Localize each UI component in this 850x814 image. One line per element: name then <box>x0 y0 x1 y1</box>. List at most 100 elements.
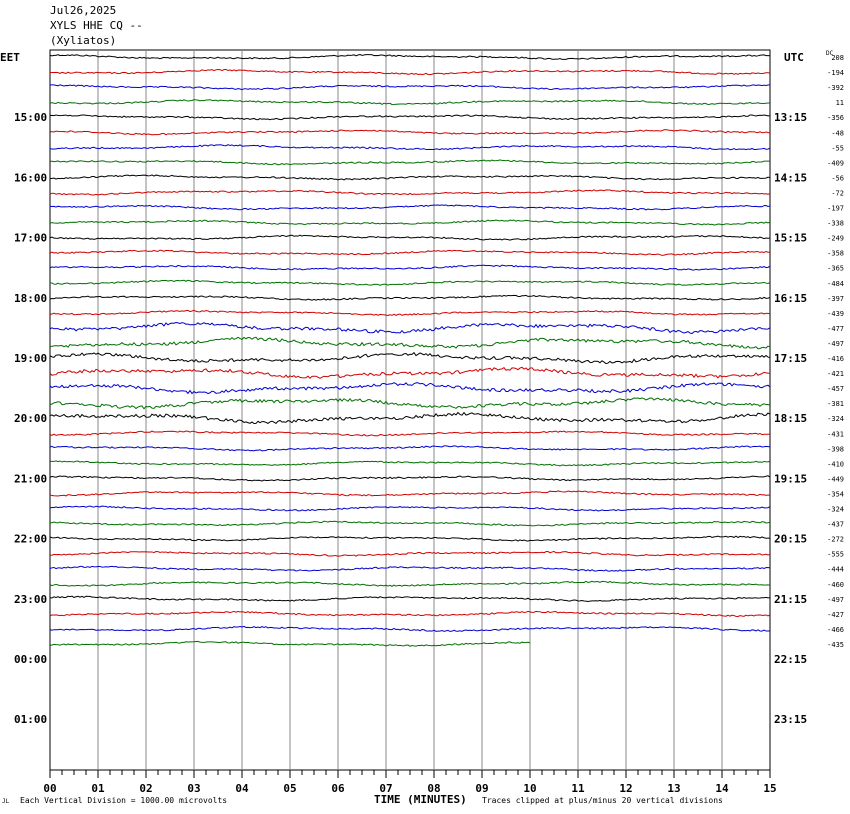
trace-offset-value: -392 <box>827 84 844 92</box>
seismic-trace-line <box>49 129 771 136</box>
trace-offset-value: -338 <box>827 220 844 228</box>
x-tick-label: 15 <box>763 782 776 795</box>
seismic-trace-line <box>49 321 771 335</box>
right-time-label: 20:15 <box>774 533 807 546</box>
left-time-label: 20:00 <box>14 412 47 425</box>
trace-offset-value: -72 <box>831 189 844 197</box>
seismic-trace-line <box>49 114 771 121</box>
trace-offset-value: -324 <box>827 415 844 423</box>
x-tick-label: 00 <box>43 782 56 795</box>
trace-offset-value: -444 <box>827 566 844 574</box>
left-time-label: 21:00 <box>14 472 47 485</box>
right-time-label: 17:15 <box>774 352 807 365</box>
x-tick-label: 02 <box>139 782 152 795</box>
right-time-label: 19:15 <box>774 472 807 485</box>
x-tick-label: 04 <box>235 782 249 795</box>
trace-offset-value: -435 <box>827 641 844 649</box>
trace-offset-value: -55 <box>831 144 844 152</box>
seismic-trace-line <box>49 625 771 632</box>
seismic-trace-line <box>49 294 771 301</box>
seismic-trace-line <box>49 336 771 350</box>
dc-label: DC <box>826 50 834 57</box>
trace-offset-value: -272 <box>827 536 844 544</box>
trace-offset-value: 11 <box>836 99 844 107</box>
seismic-trace-line <box>49 460 771 467</box>
trace-offset-value: -56 <box>831 174 844 182</box>
trace-offset-value: -449 <box>827 475 844 483</box>
footer-mark: JL <box>2 798 10 805</box>
seismic-trace-line <box>49 640 531 647</box>
seismic-trace-line <box>49 535 770 542</box>
trace-offset-value: -354 <box>827 490 844 498</box>
seismic-trace-line <box>49 264 771 271</box>
trace-offset-value: -249 <box>827 235 844 243</box>
left-time-label: 23:00 <box>14 593 47 606</box>
trace-offset-value: -421 <box>827 370 844 378</box>
x-tick-label: 11 <box>571 782 585 795</box>
seismic-trace-line <box>49 520 771 527</box>
trace-offset-value: -460 <box>827 581 844 589</box>
x-axis-title: TIME (MINUTES) <box>374 793 467 806</box>
trace-offset-value: -439 <box>827 310 844 318</box>
trace-offset-value: -197 <box>827 205 844 213</box>
x-tick-label: 14 <box>715 782 729 795</box>
seismic-trace-line <box>49 565 771 572</box>
timezone-right-label: UTC <box>784 51 804 64</box>
trace-offset-value: -397 <box>827 295 844 303</box>
trace-offset-value: -497 <box>827 340 844 348</box>
seismic-trace-line <box>49 475 771 482</box>
trace-offset-value: -358 <box>827 250 844 258</box>
seismic-trace-line <box>49 204 771 211</box>
trace-offset-value: -410 <box>827 460 844 468</box>
right-time-label: 18:15 <box>774 412 807 425</box>
trace-offset-value: -324 <box>827 506 844 514</box>
seismic-trace-line <box>49 445 771 452</box>
trace-offset-value: -381 <box>827 400 844 408</box>
x-tick-label: 07 <box>379 782 392 795</box>
trace-offset-value: -466 <box>827 626 844 634</box>
left-time-label: 22:00 <box>14 533 47 546</box>
seismic-trace-line <box>49 53 771 60</box>
x-tick-label: 01 <box>91 782 105 795</box>
header-date: Jul26,2025 <box>50 4 117 17</box>
trace-offset-value: -431 <box>827 430 844 438</box>
left-time-label: 00:00 <box>14 653 47 666</box>
trace-offset-value: -477 <box>827 325 844 333</box>
right-time-label: 13:15 <box>774 111 807 124</box>
x-tick-label: 13 <box>667 782 680 795</box>
trace-offset-value: -457 <box>827 385 844 393</box>
trace-offset-value: -427 <box>827 611 844 619</box>
trace-offset-value: -437 <box>827 521 844 529</box>
right-time-label: 14:15 <box>774 171 807 184</box>
seismic-trace-line <box>49 219 771 226</box>
x-tick-label: 10 <box>523 782 536 795</box>
seismic-trace-line <box>49 68 771 76</box>
seismic-trace-line <box>49 580 771 587</box>
seismic-trace-line <box>49 84 771 91</box>
seismic-trace-line <box>49 595 771 602</box>
trace-offset-value: -555 <box>827 551 844 559</box>
x-tick-label: 08 <box>427 782 440 795</box>
trace-offset-value: -497 <box>827 596 844 604</box>
seismic-trace-line <box>49 430 771 437</box>
trace-offset-value: 208 <box>831 54 844 62</box>
left-time-label: 01:00 <box>14 713 47 726</box>
left-time-label: 15:00 <box>14 111 47 124</box>
seismic-trace-line <box>49 505 771 512</box>
seismic-trace-line <box>49 550 771 557</box>
seismic-trace-line <box>49 382 771 395</box>
trace-offset-value: -194 <box>827 69 844 77</box>
left-time-label: 17:00 <box>14 232 47 245</box>
clip-note: Traces clipped at plus/minus 20 vertical… <box>482 796 723 805</box>
timezone-left-label: EET <box>0 51 20 64</box>
seismic-trace-line <box>49 234 771 241</box>
x-tick-label: 09 <box>475 782 488 795</box>
trace-offset-value: -398 <box>827 445 844 453</box>
seismic-trace-line <box>49 99 771 106</box>
right-time-label: 22:15 <box>774 653 807 666</box>
x-tick-label: 12 <box>619 782 632 795</box>
trace-offset-value: -409 <box>827 159 844 167</box>
header-location: (Xyliatos) <box>50 34 117 47</box>
seismic-trace-line <box>49 174 771 181</box>
